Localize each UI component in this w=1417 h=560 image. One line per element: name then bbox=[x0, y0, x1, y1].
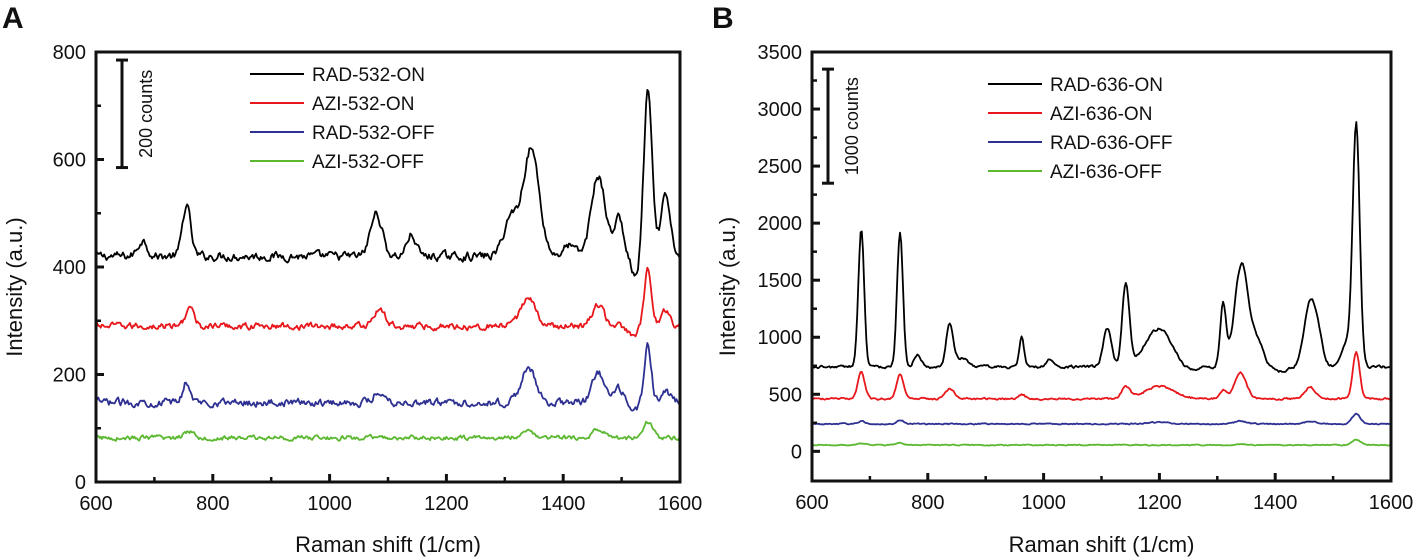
y-axis-title-a: Intensity (a.u.) bbox=[2, 217, 27, 356]
scale-bar-b: 1000 counts bbox=[822, 67, 862, 185]
series-line-azi-636-on bbox=[811, 351, 1392, 402]
scale-bar-a: 200 counts bbox=[116, 58, 156, 170]
ticks-b: 600 800 1000 1200 1400 1600 0 500 1000 1500 2000 25… bbox=[758, 42, 1414, 514]
y-tick-label: 800 bbox=[53, 42, 86, 64]
series-line-rad-636-off bbox=[811, 412, 1392, 426]
x-tick-label: 1200 bbox=[424, 493, 469, 515]
legend-entry: RAD-636-OFF bbox=[1050, 133, 1172, 154]
y-tick-label: 2500 bbox=[758, 156, 803, 178]
scale-bar-label-a: 200 counts bbox=[136, 70, 156, 158]
y-tick-label: 1500 bbox=[758, 270, 803, 292]
y-tick-label: 3500 bbox=[758, 42, 803, 64]
x-tick-label: 1200 bbox=[1137, 492, 1182, 514]
chart-panel-b: B 600 800 1000 1200 1400 1600 0 500 1000 1500 2000… bbox=[712, 2, 1413, 557]
series-line-azi-532-off bbox=[95, 420, 681, 442]
legend-entry: AZI-532-OFF bbox=[312, 152, 424, 173]
y-axis-title-b: Intensity (a.u.) bbox=[715, 217, 740, 356]
legend-entry: RAD-532-ON bbox=[312, 65, 425, 86]
plot-frame-a bbox=[94, 50, 682, 484]
legend-entry: AZI-532-ON bbox=[312, 94, 414, 115]
y-tick-label: 1000 bbox=[758, 327, 803, 349]
legend-entry: AZI-636-ON bbox=[1050, 104, 1152, 125]
x-tick-label: 1000 bbox=[1021, 492, 1066, 514]
x-tick-label: 600 bbox=[795, 492, 828, 514]
series-line-rad-532-on bbox=[95, 89, 681, 277]
x-tick-label: 800 bbox=[196, 493, 229, 515]
x-tick-label: 800 bbox=[911, 492, 944, 514]
ticks-a: 600 800 1000 1200 1400 1600 0 200 400 600 800 bbox=[53, 42, 703, 515]
scale-bar-label-b: 1000 counts bbox=[842, 77, 862, 175]
y-tick-label: 2000 bbox=[758, 213, 803, 235]
chart-panel-a: A 600 800 1000 1200 1400 1600 0 200 400 600 800 20… bbox=[2, 2, 702, 557]
series-line-rad-532-off bbox=[95, 342, 681, 412]
x-tick-label: 600 bbox=[79, 493, 112, 515]
legend-entry: RAD-532-OFF bbox=[312, 123, 434, 144]
y-tick-label: 0 bbox=[791, 441, 802, 463]
y-tick-label: 3000 bbox=[758, 99, 803, 121]
y-tick-label: 500 bbox=[769, 384, 802, 406]
y-tick-label: 400 bbox=[53, 257, 86, 279]
series-line-azi-532-on bbox=[95, 266, 681, 338]
x-tick-label: 1600 bbox=[1369, 492, 1414, 514]
x-tick-label: 1400 bbox=[1253, 492, 1298, 514]
y-tick-label: 0 bbox=[75, 472, 86, 494]
x-tick-label: 1600 bbox=[658, 493, 703, 515]
panel-label-a: A bbox=[2, 2, 24, 35]
legend-entry: RAD-636-ON bbox=[1050, 75, 1163, 96]
legend-entry: AZI-636-OFF bbox=[1050, 162, 1162, 183]
series-layer-b bbox=[811, 121, 1392, 447]
y-tick-label: 200 bbox=[53, 365, 86, 387]
x-tick-label: 1400 bbox=[541, 493, 586, 515]
y-tick-label: 600 bbox=[53, 150, 86, 172]
series-layer-a bbox=[95, 89, 681, 442]
panel-label-b: B bbox=[712, 2, 734, 35]
legend-a: RAD-532-ON AZI-532-ON RAD-532-OFF AZI-532-O… bbox=[250, 65, 434, 173]
legend-b: RAD-636-ON AZI-636-ON RAD-636-OFF AZI-636-O… bbox=[988, 75, 1172, 183]
x-axis-title-a: Raman shift (1/cm) bbox=[295, 532, 481, 557]
series-line-azi-636-off bbox=[811, 438, 1392, 447]
series-line-rad-636-on bbox=[811, 121, 1391, 373]
x-axis-title-b: Raman shift (1/cm) bbox=[1009, 532, 1195, 557]
x-tick-label: 1000 bbox=[307, 493, 352, 515]
